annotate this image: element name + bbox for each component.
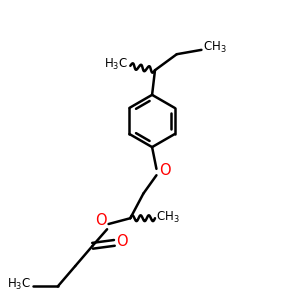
Text: O: O	[159, 163, 170, 178]
Text: H$_3$C: H$_3$C	[104, 57, 128, 72]
Text: H$_3$C: H$_3$C	[7, 277, 31, 292]
Text: O: O	[116, 234, 127, 249]
Text: CH$_3$: CH$_3$	[156, 210, 180, 225]
Text: CH$_3$: CH$_3$	[203, 40, 227, 55]
Text: O: O	[95, 213, 107, 228]
